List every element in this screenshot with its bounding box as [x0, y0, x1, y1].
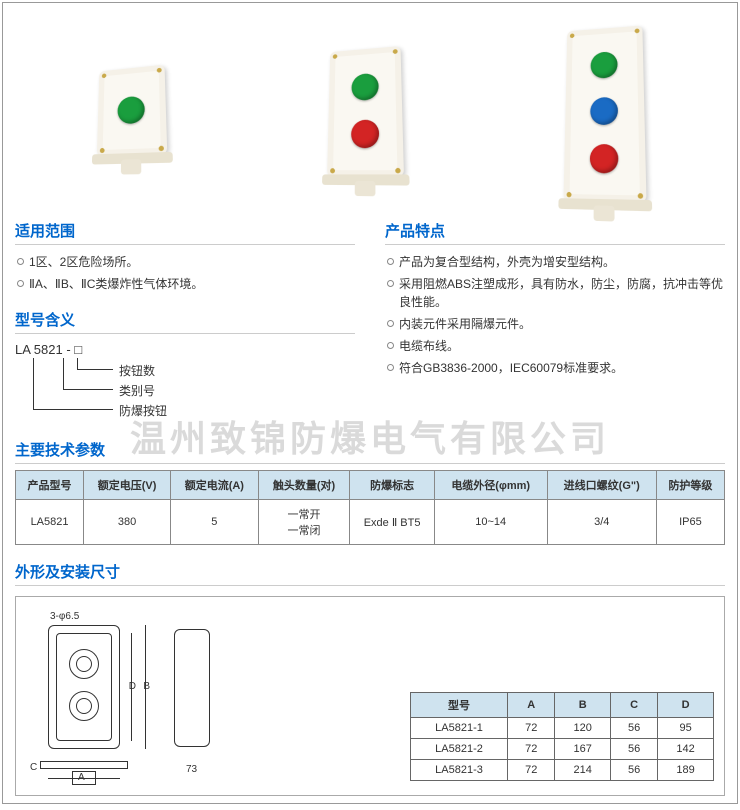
table-row: LA5821-3 72 214 56 189	[410, 760, 713, 781]
features-title: 产品特点	[385, 220, 725, 245]
spec-table: 产品型号 额定电压(V) 额定电流(A) 触头数量(对) 防爆标志 电缆外径(φ…	[15, 470, 725, 545]
product-2-button	[327, 45, 402, 175]
th: 电缆外径(φmm)	[434, 471, 547, 500]
product-3-button	[564, 23, 644, 198]
td: 167	[555, 739, 611, 760]
list-item: 电缆布线。	[385, 335, 725, 357]
model-label: 防爆按钮	[119, 402, 167, 419]
model-diagram: LA 5821 - □ 按钮数 类别号 防爆按钮	[15, 342, 355, 427]
th: C	[611, 693, 658, 718]
table-row: LA5821-1 72 120 56 95	[410, 718, 713, 739]
dims-table: 型号 A B C D LA5821-1 72 120 56 95 LA58	[410, 692, 714, 781]
product-images	[15, 10, 725, 210]
th: 触头数量(对)	[258, 471, 350, 500]
params-title: 主要技术参数	[15, 439, 725, 464]
dims-title: 外形及安装尺寸	[15, 561, 725, 586]
td: 56	[611, 760, 658, 781]
scope-list: 1区、2区危险场所。 ⅡA、ⅡB、ⅡC类爆炸性气体环境。	[15, 251, 355, 295]
dim-A: A	[78, 772, 85, 783]
th: 防护等级	[656, 471, 724, 500]
list-item: 内装元件采用隔爆元件。	[385, 313, 725, 335]
list-item: 产品为复合型结构，外壳为增安型结构。	[385, 251, 725, 273]
td: 56	[611, 739, 658, 760]
th: D	[658, 693, 714, 718]
td: 95	[658, 718, 714, 739]
list-item: 1区、2区危险场所。	[15, 251, 355, 273]
td: IP65	[656, 500, 724, 545]
td: LA5821-1	[410, 718, 507, 739]
th: 防爆标志	[350, 471, 435, 500]
dimension-drawings: 3-φ6.5 A B C D 73	[26, 611, 390, 781]
td: 380	[84, 500, 171, 545]
dim-C: C	[30, 762, 37, 773]
td: 189	[658, 760, 714, 781]
model-title: 型号含义	[15, 309, 355, 334]
th: 进线口螺纹(G")	[547, 471, 656, 500]
th: 额定电流(A)	[171, 471, 259, 500]
td: Exde Ⅱ BT5	[350, 500, 435, 545]
th: 额定电压(V)	[84, 471, 171, 500]
list-item: 符合GB3836-2000，IEC60079标准要求。	[385, 357, 725, 379]
th: 型号	[410, 693, 507, 718]
td: 72	[508, 739, 555, 760]
table-row: LA5821 380 5 一常开 一常闭 Exde Ⅱ BT5 10~14 3/…	[16, 500, 725, 545]
list-item: ⅡA、ⅡB、ⅡC类爆炸性气体环境。	[15, 273, 355, 295]
td: 142	[658, 739, 714, 760]
td: 214	[555, 760, 611, 781]
product-1-button	[96, 65, 166, 155]
dim-73: 73	[186, 764, 197, 775]
table-row: LA5821-2 72 167 56 142	[410, 739, 713, 760]
td: 5	[171, 500, 259, 545]
td: 72	[508, 760, 555, 781]
th: 产品型号	[16, 471, 84, 500]
td: LA5821-3	[410, 760, 507, 781]
dim-D: D	[129, 681, 136, 692]
td: 56	[611, 718, 658, 739]
dim-hole-label: 3-φ6.5	[50, 611, 79, 622]
td: 120	[555, 718, 611, 739]
model-code: LA 5821 - □	[15, 342, 82, 357]
td: 3/4	[547, 500, 656, 545]
th: B	[555, 693, 611, 718]
list-item: 采用阻燃ABS注塑成形，具有防水，防尘，防腐，抗冲击等优良性能。	[385, 273, 725, 313]
td: LA5821-2	[410, 739, 507, 760]
dim-B: B	[143, 681, 150, 692]
td: LA5821	[16, 500, 84, 545]
features-list: 产品为复合型结构，外壳为增安型结构。 采用阻燃ABS注塑成形，具有防水，防尘，防…	[385, 251, 725, 379]
td: 72	[508, 718, 555, 739]
td: 10~14	[434, 500, 547, 545]
model-label: 类别号	[119, 382, 155, 399]
th: A	[508, 693, 555, 718]
td: 一常开 一常闭	[258, 500, 350, 545]
model-label: 按钮数	[119, 362, 155, 379]
scope-title: 适用范围	[15, 220, 355, 245]
